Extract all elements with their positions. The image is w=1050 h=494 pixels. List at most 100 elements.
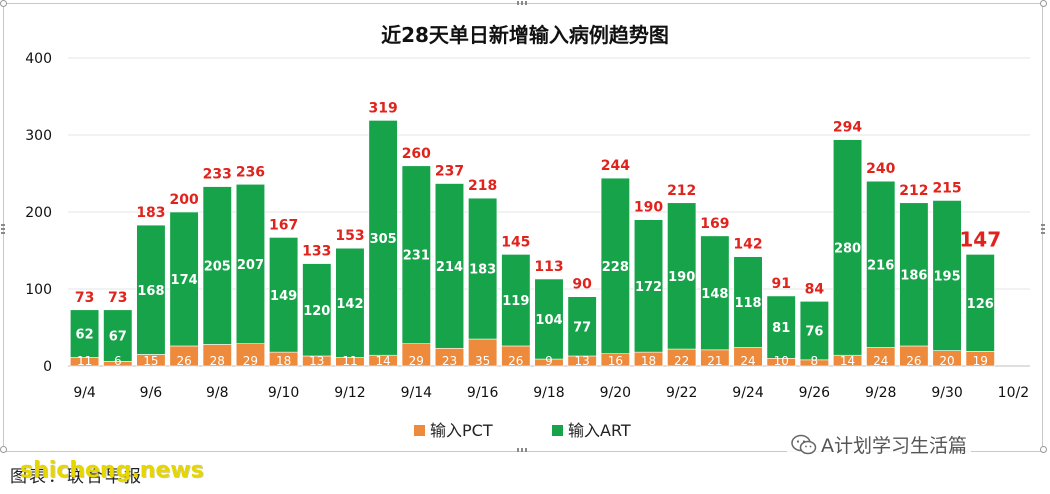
- data-label-total: 294: [833, 120, 862, 136]
- data-label-total: 73: [75, 290, 94, 306]
- data-label-total: 91: [771, 276, 790, 292]
- data-label-pct: 16: [608, 354, 623, 368]
- bar-art: [832, 139, 863, 356]
- data-label-total: 113: [534, 259, 563, 275]
- data-label-art: 172: [635, 280, 662, 295]
- x-axis-ticks: 9/4 9/6 9/8 9/10 9/12 9/14 9/16 9/18 9/20 9/22 9/2…: [73, 385, 1029, 401]
- data-label-art: 280: [834, 241, 861, 256]
- data-label-pct: 11: [77, 354, 92, 368]
- resize-handle-top-left[interactable]: [0, 0, 7, 7]
- data-label-art: 228: [602, 260, 629, 275]
- data-label-art: 119: [502, 294, 529, 309]
- data-label-total: 84: [805, 281, 825, 297]
- data-label-pct: 10: [774, 354, 789, 368]
- x-tick-label: 9/16: [467, 385, 499, 401]
- wechat-icon: [791, 434, 817, 454]
- data-label-art: 231: [403, 249, 430, 264]
- x-tick-label: 9/26: [799, 385, 831, 401]
- data-label-pct: 29: [409, 354, 424, 368]
- data-label-pct: 8: [811, 354, 819, 368]
- data-label-art: 207: [237, 258, 264, 273]
- data-label-art: 205: [204, 260, 231, 275]
- data-label-total: 133: [302, 244, 331, 260]
- data-label-art: 195: [933, 270, 960, 285]
- data-label-total: 169: [700, 216, 729, 232]
- data-label-pct: 20: [939, 354, 954, 368]
- data-label-total: 190: [634, 200, 663, 216]
- data-label-total: 200: [169, 192, 198, 208]
- data-label-art: 190: [668, 270, 695, 285]
- x-tick-label: 9/6: [140, 385, 163, 401]
- x-tick-label: 9/22: [666, 385, 697, 401]
- bar-art: [600, 177, 630, 354]
- data-label-pct: 11: [342, 354, 357, 368]
- data-label-total: 167: [269, 217, 298, 233]
- data-label-pct: 24: [873, 354, 888, 368]
- data-label-art: 120: [303, 304, 330, 319]
- data-label-total: 218: [468, 178, 497, 194]
- bar-art: [899, 202, 929, 347]
- x-tick-label: 9/14: [401, 385, 433, 401]
- bar-art: [667, 202, 697, 350]
- bar-art: [202, 186, 232, 345]
- data-label-total: 260: [402, 146, 431, 162]
- data-label-pct: 24: [740, 354, 755, 368]
- data-label-art: 214: [436, 260, 463, 275]
- resize-handle-top-right[interactable]: [1040, 0, 1047, 7]
- bar-art: [633, 219, 664, 353]
- resize-handle-bottom[interactable]: [517, 448, 529, 452]
- data-label-total: 145: [501, 234, 530, 250]
- bar-art: [136, 224, 166, 355]
- data-label-total: 142: [733, 237, 762, 253]
- resize-handle-bottom-left[interactable]: [0, 446, 7, 453]
- data-label-pct: 13: [309, 354, 324, 368]
- resize-handle-top[interactable]: [517, 1, 529, 5]
- y-axis-ticks: 0 100 200 300 400: [25, 51, 52, 375]
- data-label-pct: 29: [243, 354, 258, 368]
- data-label-art: 62: [76, 328, 94, 343]
- data-label-pct: 35: [475, 354, 490, 368]
- y-tick-label: 400: [25, 51, 52, 67]
- y-tick-label: 300: [25, 128, 52, 144]
- x-tick-label: 9/20: [600, 385, 631, 401]
- bar-art: [434, 183, 465, 349]
- bar-art: [169, 211, 199, 347]
- data-label-art: 183: [469, 263, 496, 278]
- data-label-art: 76: [805, 325, 823, 340]
- data-label-pct: 28: [210, 354, 225, 368]
- data-label-total: 153: [335, 228, 364, 244]
- data-label-pct: 9: [545, 354, 553, 368]
- bar-art: [965, 254, 995, 352]
- data-label-art: 148: [701, 287, 728, 302]
- data-label-total: 319: [369, 100, 398, 116]
- legend-swatch-pct: [414, 425, 425, 436]
- resize-handle-bottom-right[interactable]: [1040, 446, 1047, 453]
- bar-art: [766, 295, 796, 359]
- data-label-art: 104: [535, 313, 562, 328]
- bar-art: [501, 254, 531, 347]
- data-label-art: 174: [171, 273, 198, 288]
- data-label-art: 77: [573, 320, 591, 335]
- bar-art: [235, 183, 266, 344]
- resize-handle-left[interactable]: [1, 222, 5, 234]
- legend-label-pct: 输入PCT: [430, 421, 493, 440]
- source-caption: 图表：联合早报: [10, 467, 143, 487]
- bar-art: [401, 165, 431, 344]
- data-label-pct: 15: [143, 354, 158, 368]
- resize-handle-right[interactable]: [1041, 222, 1045, 234]
- x-tick-label: 9/8: [206, 385, 229, 401]
- x-tick-label: 9/10: [268, 385, 299, 401]
- data-label-pct: 21: [707, 354, 722, 368]
- x-tick-label: 10/2: [998, 385, 1029, 401]
- x-tick-label: 9/30: [931, 385, 962, 401]
- data-label-total: 236: [236, 164, 265, 180]
- data-label-pct: 14: [840, 354, 855, 368]
- x-tick-label: 9/24: [732, 385, 764, 401]
- bar-art: [567, 296, 597, 357]
- bar-art: [700, 235, 730, 351]
- data-label-pct: 19: [973, 354, 988, 368]
- data-label-art: 305: [370, 232, 397, 247]
- bar-art: [368, 120, 398, 356]
- bar-art: [302, 263, 332, 357]
